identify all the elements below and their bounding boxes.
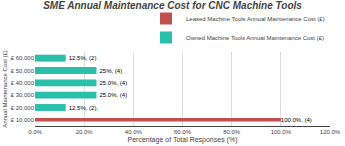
svg-text:SME Annual Maintenance Cost fo: SME Annual Maintenance Cost for CNC Mach…: [43, 0, 302, 11]
svg-text:60.0%: 60.0%: [174, 129, 192, 135]
svg-text:40.0%: 40.0%: [125, 129, 143, 135]
svg-text:25.0%, (4): 25.0%, (4): [99, 80, 127, 86]
svg-text:£ 50,000: £ 50,000: [11, 68, 35, 74]
svg-text:12.5%, (2),: 12.5%, (2),: [69, 105, 99, 111]
svg-text:0.0%: 0.0%: [28, 129, 42, 135]
svg-text:12.5%, (2): 12.5%, (2): [69, 55, 97, 61]
svg-text:20.0%: 20.0%: [76, 129, 94, 135]
svg-text:£ 30,000: £ 30,000: [11, 92, 35, 98]
svg-text:Owned Machine Tools Annual Mai: Owned Machine Tools Annual Maintenance C…: [186, 35, 324, 41]
svg-text:80.0%: 80.0%: [223, 129, 241, 135]
svg-text:£ 60,000: £ 60,000: [11, 55, 35, 61]
svg-text:Annual Maintenance Cost (£): Annual Maintenance Cost (£): [2, 50, 8, 128]
svg-text:100.0%, (4): 100.0%, (4): [281, 117, 312, 123]
svg-text:Leased Machine Tools Annual Ma: Leased Machine Tools Annual Maintenance …: [186, 16, 325, 22]
svg-text:£ 10,000: £ 10,000: [11, 117, 35, 123]
svg-text:25%, (4): 25%, (4): [99, 68, 122, 74]
svg-text:£ 40,000: £ 40,000: [11, 80, 35, 86]
svg-text:100.0%: 100.0%: [271, 129, 292, 135]
svg-text:25.0%, (4): 25.0%, (4): [99, 92, 127, 98]
svg-text:120.0%: 120.0%: [320, 129, 341, 135]
svg-text:Percentage of Total Responses: Percentage of Total Responses (%): [128, 136, 238, 144]
svg-text:£ 20,000: £ 20,000: [11, 105, 35, 111]
